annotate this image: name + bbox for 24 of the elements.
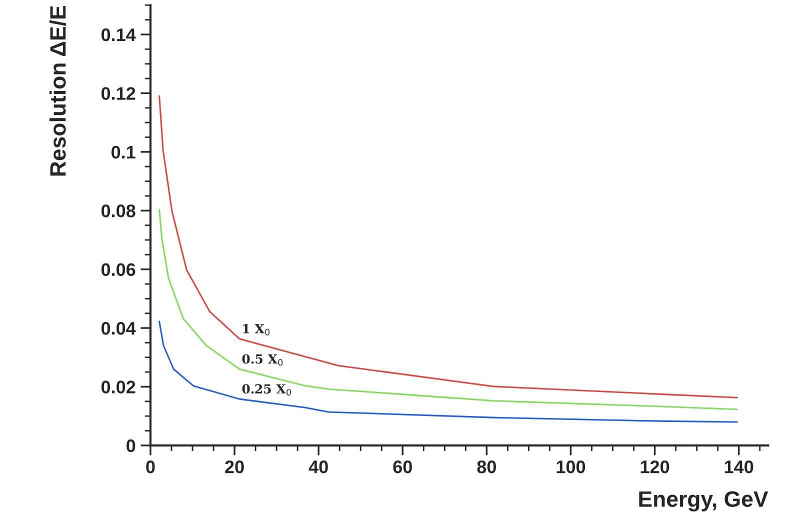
series-label: 1 X$_{0}$ xyxy=(243,324,270,336)
line-series xyxy=(158,95,738,398)
x-tick-label: 140 xyxy=(724,460,754,474)
y-tick-label: 0 xyxy=(126,439,136,452)
x-tick-label: 120 xyxy=(640,460,670,474)
series-label: 0.5 X$_{0}$ xyxy=(242,354,283,366)
y-tick-label: 0.08 xyxy=(101,204,136,218)
series-label: 0.25 X$_{0}$ xyxy=(242,384,291,396)
x-tick-label: 40 xyxy=(308,460,328,474)
y-axis-title: Resolution ΔE/E xyxy=(49,6,66,176)
x-tick-label: 20 xyxy=(225,460,244,474)
x-tick-label: 80 xyxy=(477,460,496,474)
y-tick-label: 0.1 xyxy=(112,146,136,159)
x-axis-title: Energy, GeV xyxy=(639,491,768,512)
y-tick-label: 0.02 xyxy=(101,380,136,394)
x-tick-label: 60 xyxy=(393,460,412,474)
y-tick-label: 0.06 xyxy=(101,263,136,276)
x-tick-label: 100 xyxy=(556,460,586,474)
y-tick-label: 0.14 xyxy=(101,28,136,42)
line-series xyxy=(158,208,738,410)
line-series xyxy=(158,320,738,423)
y-tick-label: 0.12 xyxy=(101,87,136,100)
x-tick-label: 0 xyxy=(146,460,155,474)
y-tick-label: 0.04 xyxy=(101,322,136,335)
